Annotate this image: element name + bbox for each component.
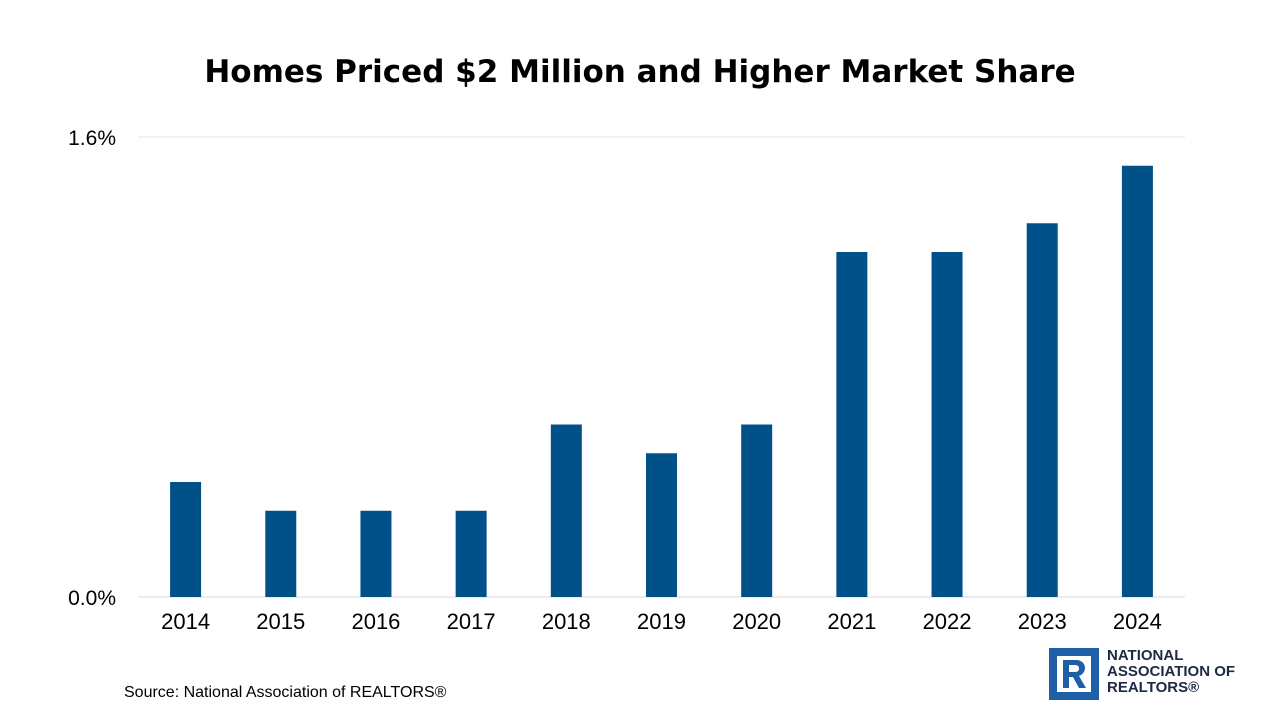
bar-2020 [741,424,773,597]
bar-2016 [360,510,392,597]
y-tick-label: 1.6% [68,127,116,150]
x-tick-label: 2017 [447,609,496,634]
x-tick-label: 2022 [923,609,972,634]
x-tick-label: 2021 [827,609,876,634]
bar-2024 [1121,165,1153,597]
x-tick-labels: 2014 2015 2016 2017 2018 2019 2020 2021 2022 2023… [161,609,1162,634]
bar-2015 [265,510,297,597]
x-tick-label: 2018 [542,609,591,634]
logo-line-1: NATIONAL [1107,647,1184,664]
logo-wordmark: NATIONAL ASSOCIATION OF REALTORS® [1107,648,1277,696]
x-tick-label: 2015 [256,609,305,634]
y-tick-label: 0.0% [68,587,116,610]
logo-line-3: REALTORS® [1107,679,1200,696]
x-tick-label: 2019 [637,609,686,634]
bar-2017 [455,510,487,597]
x-tick-label: 2016 [351,609,400,634]
y-tick-labels: 0.0% 1.6% [68,127,116,610]
source-note: Source: National Association of REALTORS… [124,684,447,701]
realtor-logo-icon [1049,648,1099,700]
chart-title: Homes Priced $2 Million and Higher Marke… [204,54,1076,90]
x-tick-label: 2020 [732,609,781,634]
x-tick-label: 2024 [1113,609,1162,634]
nar-logo: NATIONAL ASSOCIATION OF REALTORS® [1049,648,1274,704]
bars [170,165,1153,597]
x-tick-label: 2023 [1018,609,1067,634]
logo-line-2: ASSOCIATION OF [1107,663,1236,680]
bar-2021 [836,252,868,597]
bar-2019 [646,453,677,597]
bar-2014 [170,482,202,597]
x-tick-label: 2014 [161,609,210,634]
bar-2022 [931,252,963,597]
bar-2023 [1026,223,1058,597]
bar-2018 [550,424,582,597]
